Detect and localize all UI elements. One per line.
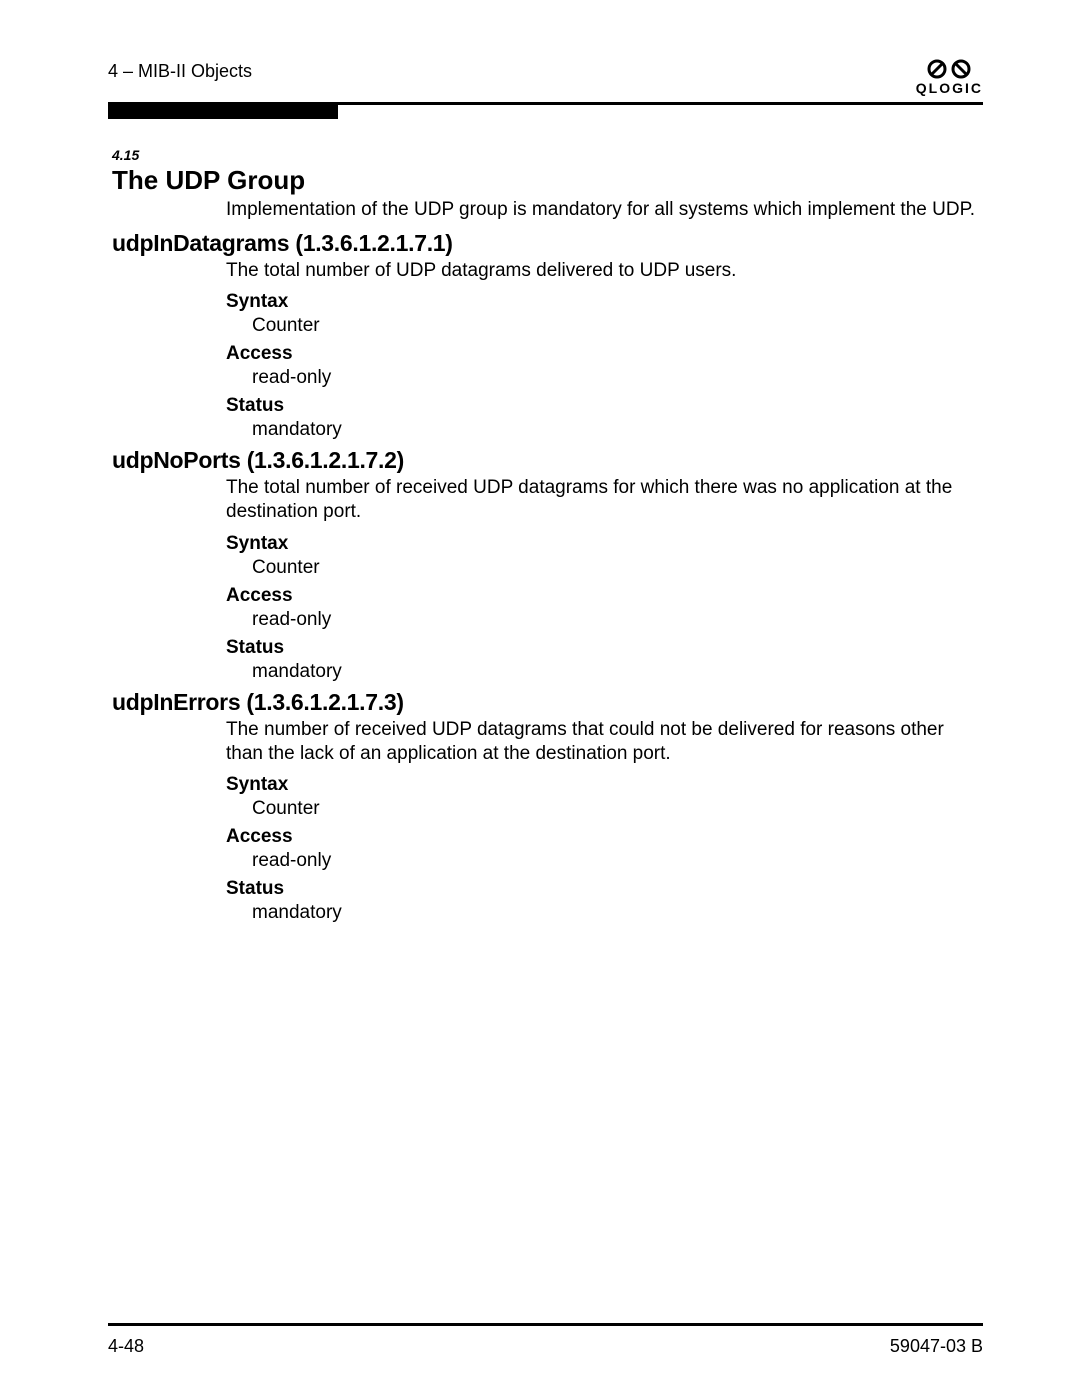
breadcrumb: 4 – MIB-II Objects — [108, 61, 252, 96]
access-value: read-only — [252, 609, 983, 631]
access-label: Access — [226, 343, 983, 365]
object-heading: udpInErrors (1.3.6.1.2.1.7.3) — [112, 689, 983, 716]
object-description: The total number of UDP datagrams delive… — [226, 259, 983, 283]
section-number: 4.15 — [112, 147, 983, 163]
syntax-label: Syntax — [226, 291, 983, 313]
page: 4 – MIB-II Objects QLOGIC 4.15 The UDP G… — [0, 0, 1080, 1397]
access-label: Access — [226, 585, 983, 607]
status-value: mandatory — [252, 419, 983, 441]
object-description: The total number of received UDP datagra… — [226, 476, 983, 524]
content: 4.15 The UDP Group Implementation of the… — [108, 147, 983, 1357]
page-number: 4-48 — [108, 1336, 144, 1357]
status-label: Status — [226, 637, 983, 659]
section-title: The UDP Group — [112, 165, 983, 196]
qlogic-logo: QLOGIC — [916, 58, 983, 96]
object-description: The number of received UDP datagrams tha… — [226, 718, 983, 766]
syntax-value: Counter — [252, 315, 983, 337]
syntax-value: Counter — [252, 798, 983, 820]
access-value: read-only — [252, 367, 983, 389]
syntax-value: Counter — [252, 557, 983, 579]
page-header: 4 – MIB-II Objects QLOGIC — [108, 58, 983, 96]
object-heading: udpInDatagrams (1.3.6.1.2.1.7.1) — [112, 230, 983, 257]
syntax-label: Syntax — [226, 774, 983, 796]
page-footer: 4-48 59047-03 B — [108, 1323, 983, 1357]
qlogic-logo-text: QLOGIC — [916, 80, 983, 96]
access-value: read-only — [252, 850, 983, 872]
document-number: 59047-03 B — [890, 1336, 983, 1357]
syntax-label: Syntax — [226, 533, 983, 555]
access-label: Access — [226, 826, 983, 848]
status-label: Status — [226, 395, 983, 417]
status-label: Status — [226, 878, 983, 900]
object-heading: udpNoPorts (1.3.6.1.2.1.7.2) — [112, 447, 983, 474]
section-intro: Implementation of the UDP group is manda… — [226, 198, 983, 222]
status-value: mandatory — [252, 661, 983, 683]
qlogic-logo-icon — [926, 58, 972, 80]
footer-rule — [108, 1323, 983, 1326]
status-value: mandatory — [252, 902, 983, 924]
header-blackbar — [108, 105, 338, 119]
